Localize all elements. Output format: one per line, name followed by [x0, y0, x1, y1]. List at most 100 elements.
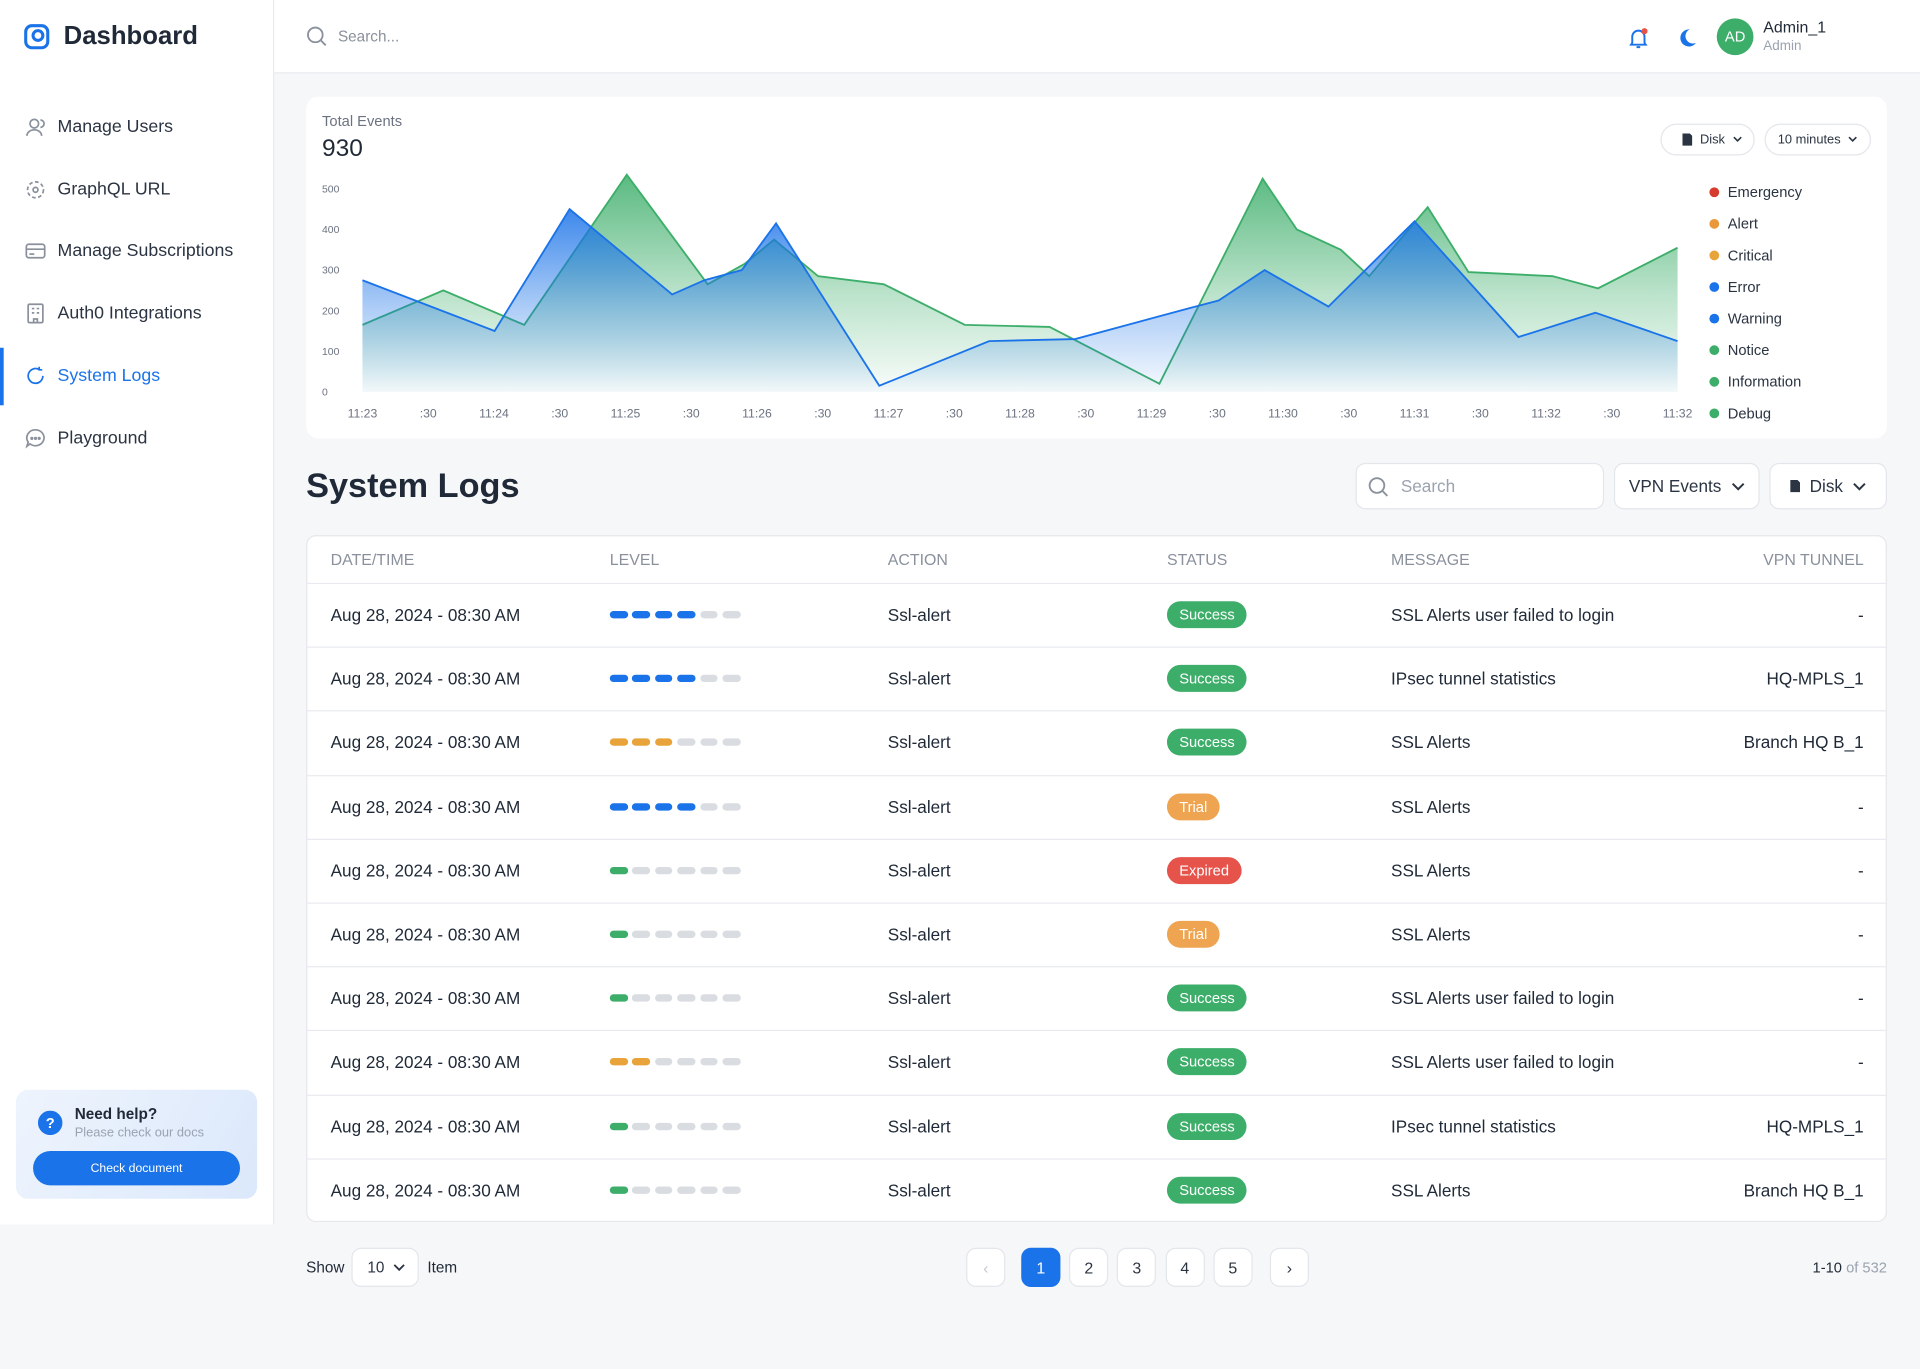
nav-item[interactable]: Playground — [57, 427, 148, 448]
status-pill: Trial — [1166, 920, 1220, 948]
level-segment — [654, 802, 673, 811]
legend-label: Error — [1728, 280, 1761, 296]
legend-label: Emergency — [1728, 185, 1803, 201]
level-segment — [632, 1122, 651, 1130]
status-pill: Success — [1166, 1048, 1247, 1076]
column-header: STATUS — [1166, 550, 1228, 569]
level-segment — [632, 994, 651, 1002]
x-tick-label: 11:28 — [1005, 407, 1035, 421]
cell-date: Aug 28, 2024 - 08:30 AM — [330, 1180, 521, 1200]
level-segment — [677, 674, 696, 683]
level-segment — [609, 738, 628, 747]
cell-tunnel: - — [1857, 860, 1864, 881]
legend-dot — [1709, 376, 1720, 387]
page-button[interactable]: 1 — [1021, 1247, 1061, 1287]
chevron — [393, 1264, 405, 1272]
cell-action: Ssl-alert — [887, 796, 951, 817]
legend-dot — [1709, 313, 1720, 324]
cell-action: Ssl-alert — [887, 668, 951, 689]
x-tick-label: 11:31 — [1400, 407, 1430, 421]
cell-tunnel: HQ-MPLS_1 — [1766, 1116, 1864, 1136]
nav-item[interactable]: System Logs — [57, 365, 161, 386]
level-segment — [722, 994, 741, 1002]
nav-item[interactable]: GraphQL URL — [57, 179, 171, 200]
logs-filter-label: Disk — [1809, 476, 1844, 496]
cell-date: Aug 28, 2024 - 08:30 AM — [330, 796, 521, 817]
legend-dot — [1709, 345, 1720, 356]
nav-item[interactable]: Manage Subscriptions — [57, 241, 234, 262]
legend-dot — [1709, 218, 1720, 229]
level-segment — [699, 994, 718, 1002]
page-size-select[interactable]: 10 — [351, 1247, 419, 1287]
level-segment — [609, 1058, 628, 1066]
x-tick-label: 11:23 — [348, 407, 378, 421]
x-tick-label: :30 — [420, 407, 437, 421]
logs-filter[interactable]: VPN Events — [1613, 462, 1760, 510]
cell-date: Aug 28, 2024 - 08:30 AM — [330, 668, 521, 689]
level-segment — [609, 1122, 628, 1130]
search-input[interactable]: Search... — [337, 28, 400, 46]
logs-search[interactable]: Search — [1355, 462, 1605, 510]
legend-label: Notice — [1728, 343, 1770, 359]
cell-tunnel: HQ-MPLS_1 — [1766, 668, 1864, 689]
level-segment — [699, 1122, 718, 1130]
user-name: Admin_1 — [1763, 17, 1827, 37]
level-segment — [677, 802, 696, 811]
level-segment — [632, 674, 651, 683]
chart-filter[interactable]: 10 minutes — [1764, 123, 1872, 156]
status-pill: Success — [1166, 601, 1247, 629]
prev-page[interactable]: ‹ — [966, 1247, 1006, 1287]
level-segment — [654, 611, 673, 619]
level-segment — [632, 611, 651, 619]
level-segment — [654, 674, 673, 683]
column-header: DATE/TIME — [330, 550, 415, 569]
page-button[interactable]: 3 — [1117, 1247, 1157, 1287]
cell-message: SSL Alerts user failed to login — [1391, 988, 1615, 1008]
disk-icon — [1790, 480, 1800, 493]
cell-tunnel: Branch HQ B_1 — [1743, 1180, 1864, 1200]
chart-filter[interactable]: Disk — [1660, 123, 1755, 156]
logs-filter[interactable]: Disk — [1769, 462, 1887, 510]
next-page[interactable]: › — [1269, 1247, 1309, 1287]
avatar[interactable]: AD — [1716, 18, 1754, 56]
status-pill: Success — [1166, 1112, 1247, 1140]
page-button[interactable]: 5 — [1213, 1247, 1253, 1287]
active-indicator — [0, 347, 4, 406]
check-document-button[interactable]: Check document — [33, 1151, 241, 1186]
x-tick-label: 11:26 — [742, 407, 772, 421]
nav-icon — [27, 303, 44, 324]
x-tick-label: :30 — [1077, 407, 1094, 421]
level-segment — [722, 611, 741, 619]
nav-icon — [26, 118, 45, 137]
row-divider — [307, 966, 1886, 968]
y-tick-label: 400 — [322, 225, 340, 236]
chart-total: 930 — [322, 135, 363, 163]
level-segment — [677, 866, 696, 875]
level-segment — [654, 930, 673, 938]
legend-label: Warning — [1728, 312, 1782, 328]
nav-item[interactable]: Auth0 Integrations — [57, 303, 202, 324]
nav-item[interactable]: Manage Users — [57, 117, 174, 138]
level-segment — [654, 1058, 673, 1066]
level-segment — [677, 930, 696, 938]
level-segment — [654, 738, 673, 747]
range-info: 1-10 of 532 — [1813, 1259, 1887, 1276]
x-tick-label: :30 — [683, 407, 700, 421]
y-tick-label: 500 — [322, 185, 340, 196]
page-button[interactable]: 2 — [1069, 1247, 1109, 1287]
column-header: LEVEL — [609, 550, 660, 569]
level-segment — [699, 611, 718, 619]
chevron — [1848, 136, 1858, 142]
cell-action: Ssl-alert — [887, 1116, 951, 1136]
level-segment — [699, 930, 718, 938]
chevron — [1732, 136, 1742, 142]
y-tick-label: 300 — [322, 266, 340, 277]
theme-icon[interactable] — [1674, 26, 1698, 50]
logs-search-icon — [1368, 477, 1389, 497]
cell-tunnel: - — [1857, 924, 1864, 945]
bell-icon[interactable] — [1626, 26, 1650, 50]
nav-icon — [27, 366, 44, 384]
page-button[interactable]: 4 — [1165, 1247, 1205, 1287]
level-segment — [632, 866, 651, 875]
cell-message: SSL Alerts — [1391, 1180, 1471, 1200]
